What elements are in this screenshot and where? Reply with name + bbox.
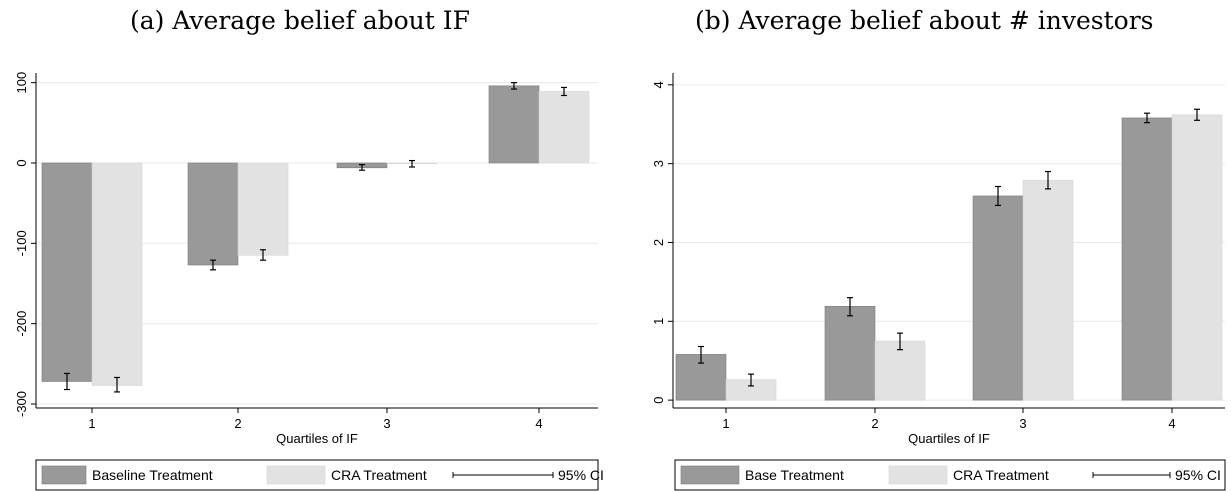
y-tick-label: 4	[651, 81, 666, 88]
legend-label: Baseline Treatment	[92, 467, 213, 483]
bar-series1	[41, 162, 93, 382]
legend-swatch	[680, 465, 740, 485]
legend-label: CRA Treatment	[331, 467, 427, 483]
x-tick-label: 2	[234, 416, 241, 431]
x-tick-label: 3	[383, 416, 390, 431]
bar-series1	[488, 85, 540, 164]
bar-series2	[874, 340, 926, 401]
x-tick-label: 4	[1168, 416, 1175, 431]
y-tick-label: 100	[14, 72, 29, 94]
chart-b-title: (b) Average belief about # investors	[695, 6, 1154, 35]
y-tick-label: 0	[14, 159, 29, 166]
bar-series2	[1022, 179, 1074, 401]
bar-series2	[1171, 114, 1223, 401]
y-tick-label: -300	[14, 391, 29, 417]
chart-b: 0 1 2 3 4 1 2 3 4 Quartiles of IF Base Treatment CR…	[651, 73, 1226, 491]
x-tick-label: 3	[1019, 416, 1026, 431]
legend-swatch	[888, 465, 948, 485]
bar-series1	[972, 195, 1024, 401]
legend-ci-label: 95% CI	[1175, 467, 1221, 483]
bar-series2	[91, 162, 143, 386]
legend-label: Base Treatment	[745, 467, 844, 483]
x-axis-title: Quartiles of IF	[908, 431, 990, 446]
y-tick-label: -200	[14, 311, 29, 337]
y-tick-label: 3	[651, 160, 666, 167]
chart-a: 100 0 -100 -200 -300 1 2 3 4 Quartiles of IF Basel…	[14, 72, 604, 491]
y-tick-label: 0	[651, 397, 666, 404]
legend-label: CRA Treatment	[953, 467, 1049, 483]
x-tick-label: 2	[871, 416, 878, 431]
y-tick-label: 2	[651, 239, 666, 246]
legend-swatch	[266, 465, 326, 485]
legend-ci-label: 95% CI	[558, 467, 604, 483]
bar-series1	[824, 306, 876, 401]
bar-series1	[1121, 117, 1173, 401]
y-tick-label: -100	[14, 230, 29, 256]
bar-series1	[187, 162, 239, 266]
x-tick-label: 1	[722, 416, 729, 431]
x-tick-label: 4	[535, 416, 542, 431]
bar-series2	[237, 162, 289, 256]
x-axis-title: Quartiles of IF	[276, 431, 358, 446]
x-tick-label: 1	[88, 416, 95, 431]
chart-a-title: (a) Average belief about IF	[130, 6, 470, 35]
bar-series2	[538, 91, 590, 164]
y-tick-label: 1	[651, 318, 666, 325]
legend-swatch	[41, 465, 87, 485]
